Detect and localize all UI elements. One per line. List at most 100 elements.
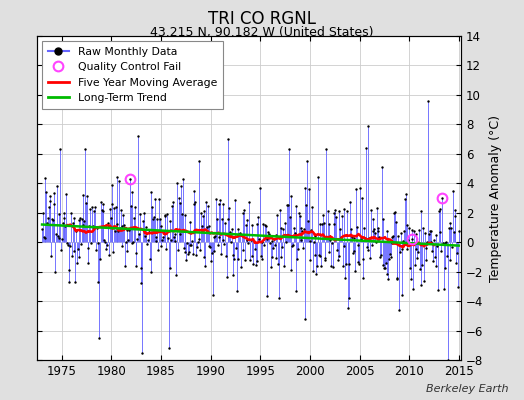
Point bbox=[111, 228, 119, 234]
Point bbox=[143, 241, 151, 247]
Point bbox=[346, 199, 354, 206]
Point bbox=[373, 205, 381, 211]
Point bbox=[241, 257, 249, 264]
Point bbox=[340, 243, 348, 249]
Point bbox=[46, 198, 54, 204]
Point bbox=[318, 221, 326, 228]
Point bbox=[139, 218, 147, 224]
Point bbox=[229, 272, 237, 278]
Point bbox=[94, 240, 103, 246]
Point bbox=[246, 257, 254, 264]
Point bbox=[114, 228, 123, 234]
Point bbox=[150, 196, 159, 203]
Point bbox=[336, 226, 344, 232]
Text: 43.215 N, 90.182 W (United States): 43.215 N, 90.182 W (United States) bbox=[150, 26, 374, 39]
Point bbox=[221, 220, 230, 226]
Point bbox=[347, 234, 356, 240]
Point bbox=[269, 245, 277, 251]
Point bbox=[134, 133, 143, 139]
Point bbox=[93, 278, 102, 285]
Point bbox=[188, 238, 196, 244]
Point bbox=[338, 213, 346, 219]
Point bbox=[73, 246, 82, 252]
Point bbox=[56, 146, 64, 152]
Point bbox=[115, 178, 123, 184]
Point bbox=[363, 244, 371, 250]
Point bbox=[401, 196, 409, 202]
Point bbox=[385, 256, 394, 262]
Point bbox=[60, 210, 69, 216]
Point bbox=[184, 248, 193, 255]
Point bbox=[166, 265, 174, 271]
Point bbox=[333, 246, 341, 253]
Point bbox=[393, 276, 401, 282]
Point bbox=[141, 230, 150, 236]
Point bbox=[203, 203, 212, 210]
Point bbox=[92, 246, 100, 253]
Point bbox=[409, 286, 417, 292]
Point bbox=[213, 216, 221, 222]
Point bbox=[266, 240, 274, 246]
Point bbox=[72, 228, 80, 234]
Point bbox=[275, 295, 283, 301]
Point bbox=[341, 275, 350, 281]
Point bbox=[322, 146, 330, 153]
Point bbox=[347, 226, 355, 232]
Point bbox=[329, 263, 337, 270]
Point bbox=[312, 270, 321, 277]
Point bbox=[313, 263, 321, 269]
Point bbox=[42, 189, 50, 195]
Point bbox=[451, 212, 460, 219]
Point bbox=[83, 192, 91, 199]
Point bbox=[270, 236, 278, 242]
Point bbox=[317, 263, 325, 269]
Point bbox=[435, 206, 444, 212]
Point bbox=[344, 294, 353, 301]
Point bbox=[106, 214, 115, 221]
Point bbox=[343, 208, 351, 214]
Point bbox=[213, 242, 222, 248]
Point bbox=[89, 224, 97, 230]
Point bbox=[48, 215, 56, 222]
Point bbox=[173, 180, 181, 186]
Point bbox=[132, 263, 140, 270]
Point bbox=[411, 262, 419, 268]
Point bbox=[290, 225, 298, 232]
Point bbox=[289, 242, 297, 248]
Point bbox=[253, 221, 261, 228]
Point bbox=[300, 226, 308, 232]
Point bbox=[74, 254, 83, 260]
Point bbox=[335, 208, 344, 214]
Point bbox=[39, 234, 48, 240]
Point bbox=[383, 271, 391, 277]
Point bbox=[356, 185, 364, 192]
Point bbox=[438, 195, 446, 201]
Point bbox=[310, 238, 318, 245]
Point bbox=[113, 174, 122, 180]
Point bbox=[376, 254, 384, 260]
Point bbox=[242, 222, 250, 228]
Point bbox=[277, 224, 286, 231]
Point bbox=[112, 204, 120, 210]
Point bbox=[79, 192, 87, 198]
Point bbox=[282, 239, 291, 246]
Point bbox=[193, 238, 202, 245]
Point bbox=[454, 284, 462, 290]
Point bbox=[174, 246, 182, 253]
Point bbox=[194, 236, 203, 242]
Point bbox=[190, 188, 198, 194]
Point bbox=[448, 244, 456, 250]
Point bbox=[377, 252, 385, 258]
Point bbox=[54, 235, 63, 241]
Point bbox=[293, 256, 301, 262]
Point bbox=[441, 240, 450, 246]
Point bbox=[199, 212, 207, 219]
Point bbox=[361, 235, 369, 242]
Point bbox=[164, 235, 172, 241]
Point bbox=[294, 210, 303, 216]
Point bbox=[379, 262, 388, 268]
Point bbox=[373, 225, 381, 231]
Point bbox=[84, 260, 93, 266]
Point bbox=[174, 194, 183, 201]
Point bbox=[176, 200, 184, 206]
